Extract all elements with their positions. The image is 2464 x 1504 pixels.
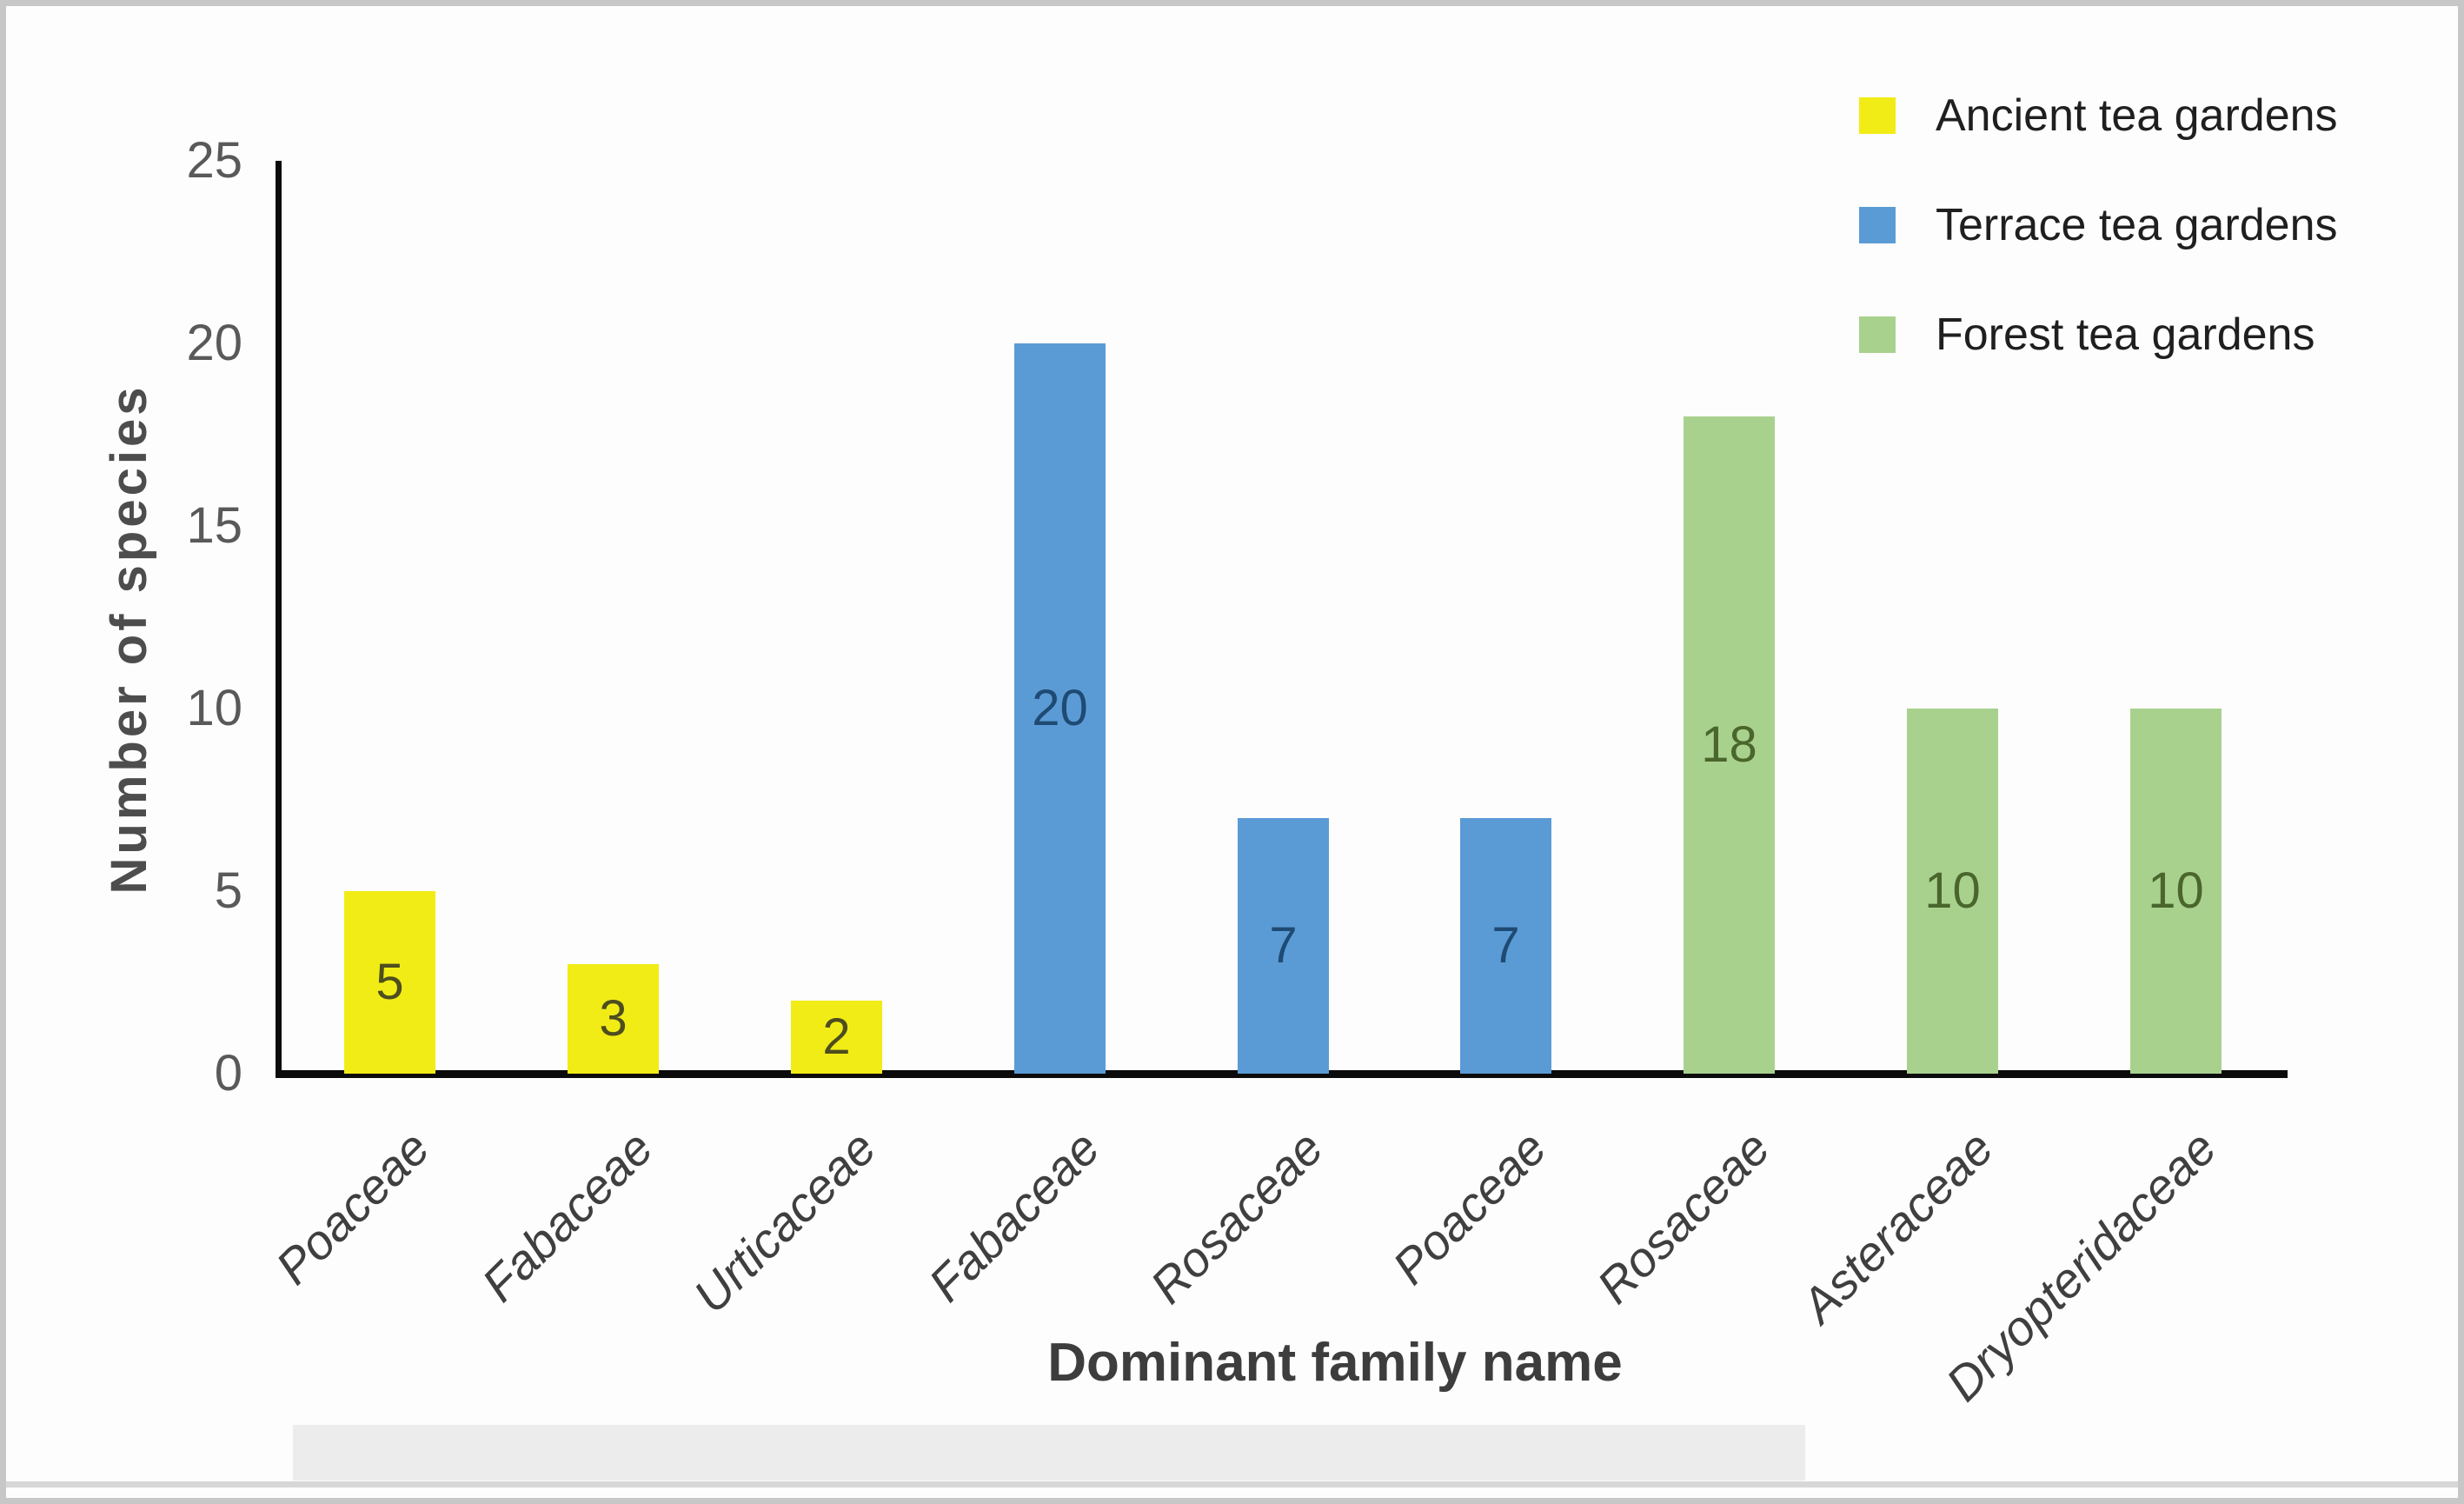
- y-tick-label: 0: [214, 1045, 242, 1101]
- bar-value-label: 3: [599, 990, 628, 1047]
- legend-swatch: [1859, 207, 1896, 243]
- x-category-label: Urticaceae: [683, 1120, 887, 1324]
- y-tick-label: 25: [186, 132, 242, 189]
- legend-item-label: Terrace tea gardens: [1936, 200, 2338, 250]
- x-category-label: Asteraceae: [1790, 1120, 2003, 1334]
- legend-item: Terrace tea gardens: [1859, 203, 2398, 248]
- bar-value-label: 10: [1924, 862, 1981, 919]
- y-tick-label: 20: [186, 315, 242, 371]
- bar: 10: [2130, 709, 2222, 1074]
- bar-value-label: 18: [1701, 716, 1757, 773]
- x-category-label: Poaceae: [264, 1120, 440, 1295]
- bottom-gray-line: [6, 1481, 2458, 1487]
- bar-value-label: 2: [822, 1008, 851, 1065]
- bar-value-label: 5: [375, 954, 404, 1010]
- legend-swatch: [1859, 316, 1896, 353]
- y-tick-label: 5: [214, 862, 242, 919]
- x-category-label: Fabaceae: [918, 1120, 1110, 1312]
- bar-value-label: 10: [2148, 862, 2204, 919]
- x-axis-title: Dominant family name: [1047, 1333, 1623, 1393]
- bar: 10: [1907, 709, 1998, 1074]
- legend-item: Ancient tea gardens: [1859, 93, 2398, 138]
- bar: 18: [1684, 416, 1775, 1074]
- bar: 3: [568, 964, 659, 1074]
- bar: 5: [344, 891, 435, 1074]
- legend-swatch: [1859, 97, 1896, 134]
- y-tick-label: 15: [186, 497, 242, 554]
- bar: 2: [791, 1001, 882, 1074]
- legend-item-label: Forest tea gardens: [1936, 309, 2315, 360]
- bar: 7: [1460, 818, 1551, 1074]
- legend-item-label: Ancient tea gardens: [1936, 90, 2338, 141]
- bar-value-label: 20: [1032, 680, 1088, 736]
- y-tick-label: 10: [186, 680, 242, 736]
- bar-value-label: 7: [1491, 917, 1520, 974]
- x-axis-line: [276, 1070, 2288, 1078]
- bar: 7: [1238, 818, 1329, 1074]
- x-category-label: Rosaceae: [1585, 1120, 1780, 1314]
- bottom-gray-band: [293, 1425, 1805, 1481]
- x-category-label: Fabaceae: [471, 1120, 663, 1312]
- y-axis-line: [276, 161, 282, 1078]
- legend-item: Forest tea gardens: [1859, 312, 2398, 357]
- x-category-label: Rosaceae: [1139, 1120, 1333, 1314]
- bar: 20: [1014, 343, 1106, 1074]
- x-category-label: Poaceae: [1381, 1120, 1557, 1295]
- bar-value-label: 7: [1269, 917, 1298, 974]
